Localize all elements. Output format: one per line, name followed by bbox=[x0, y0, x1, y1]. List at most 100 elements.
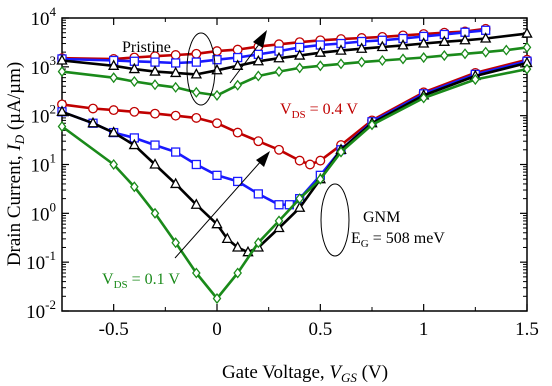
data-point-triangle bbox=[107, 59, 120, 70]
data-point-diamond bbox=[192, 267, 201, 279]
annotation-pristine: Pristine bbox=[122, 39, 171, 56]
y-tick-label: 104 bbox=[31, 4, 57, 30]
annotation-gnm: GNM bbox=[363, 209, 400, 226]
series-pristine-vds-0.2 bbox=[56, 27, 533, 79]
data-point-square bbox=[150, 140, 160, 150]
x-axis-title: Gate Voltage, VGS (V) bbox=[222, 362, 388, 385]
gnm-ellipse bbox=[320, 183, 350, 257]
data-point-diamond bbox=[130, 181, 139, 193]
data-point-circle bbox=[232, 127, 243, 138]
data-point-triangle bbox=[128, 138, 141, 150]
data-point-diamond bbox=[274, 215, 284, 227]
data-point-triangle bbox=[273, 221, 285, 233]
data-point-triangle bbox=[521, 27, 533, 38]
y-tick-label: 101 bbox=[31, 151, 57, 177]
series-gnm-vds-0.1 bbox=[57, 63, 532, 305]
data-point-square bbox=[233, 176, 243, 187]
annotation-vds-high: VDS = 0.4 V bbox=[280, 101, 358, 121]
pristine-arrow bbox=[229, 42, 261, 84]
data-point-diamond bbox=[419, 92, 428, 104]
data-point-diamond bbox=[502, 44, 511, 56]
data-point-diamond bbox=[522, 63, 532, 75]
data-point-triangle bbox=[417, 37, 430, 48]
data-point-circle bbox=[108, 105, 119, 116]
data-point-triangle bbox=[252, 54, 265, 66]
data-point-diamond bbox=[336, 146, 346, 158]
data-point-circle bbox=[232, 44, 243, 55]
data-point-circle bbox=[170, 50, 181, 60]
data-point-diamond bbox=[254, 70, 263, 82]
eg-sub: G bbox=[361, 238, 369, 250]
data-point-diamond bbox=[274, 66, 284, 78]
data-point-triangle bbox=[438, 35, 451, 46]
data-point-diamond bbox=[481, 46, 490, 58]
vds-arrow-head bbox=[256, 151, 270, 167]
data-point-triangle bbox=[231, 241, 244, 252]
data-point-diamond bbox=[316, 60, 325, 72]
data-point-triangle bbox=[376, 40, 389, 52]
series-line bbox=[61, 46, 528, 97]
data-point-circle bbox=[212, 118, 222, 129]
data-point-diamond bbox=[378, 54, 387, 67]
data-point-triangle bbox=[56, 54, 68, 65]
vds-low-sub: DS bbox=[114, 279, 128, 291]
data-point-square bbox=[171, 147, 181, 157]
data-point-diamond bbox=[171, 237, 180, 249]
data-point-circle bbox=[253, 136, 264, 147]
data-point-diamond bbox=[57, 120, 67, 133]
data-point-triangle bbox=[190, 68, 203, 79]
data-point-diamond bbox=[471, 73, 480, 86]
pristine-arrow-head bbox=[253, 30, 267, 48]
series-pristine-vds-0.1 bbox=[57, 41, 532, 101]
data-point-diamond bbox=[150, 79, 160, 91]
data-point-triangle bbox=[459, 33, 471, 45]
data-point-triangle bbox=[293, 201, 306, 212]
data-point-circle bbox=[305, 159, 315, 170]
data-point-triangle bbox=[190, 198, 203, 209]
data-point-triangle bbox=[149, 158, 161, 169]
x-tick-label: -0.5 bbox=[99, 319, 129, 340]
data-point-circle bbox=[294, 155, 305, 166]
data-point-circle bbox=[315, 155, 326, 166]
data-point-triangle bbox=[87, 116, 99, 128]
axis-ticks: -0.5 0 0.5 1 1.5 10-2 10-1 100 101 102 103 104 bbox=[26, 4, 539, 340]
data-point-circle bbox=[191, 112, 202, 123]
data-point-diamond bbox=[233, 267, 242, 279]
x-title-prefix: Gate Voltage, bbox=[222, 362, 329, 383]
y-title-suffix: (µA/µm) bbox=[4, 62, 25, 135]
x-tick-label: 1 bbox=[419, 319, 429, 340]
pristine-ellipse bbox=[186, 32, 216, 106]
data-point-circle bbox=[274, 144, 284, 155]
data-point-circle bbox=[191, 48, 202, 59]
data-point-triangle bbox=[335, 44, 347, 55]
data-point-diamond bbox=[150, 207, 160, 219]
data-point-circle bbox=[129, 106, 140, 117]
data-point-triangle bbox=[211, 217, 223, 229]
vds-low-v: V bbox=[102, 271, 114, 288]
data-point-triangle bbox=[231, 59, 244, 70]
data-point-square bbox=[212, 55, 222, 65]
data-point-square bbox=[253, 189, 263, 199]
data-point-diamond bbox=[192, 86, 201, 98]
y-title-prefix: Drain Current, bbox=[4, 151, 25, 267]
data-point-triangle bbox=[273, 51, 285, 63]
data-point-diamond bbox=[109, 72, 118, 84]
x-tick-label: 0 bbox=[212, 319, 222, 340]
data-point-square bbox=[191, 57, 201, 67]
data-point-diamond bbox=[522, 41, 532, 53]
data-point-diamond bbox=[212, 89, 222, 101]
data-point-diamond bbox=[419, 51, 428, 64]
data-point-diamond bbox=[295, 193, 304, 205]
data-point-diamond bbox=[57, 66, 67, 78]
data-point-diamond bbox=[357, 56, 366, 68]
data-point-diamond bbox=[233, 79, 242, 91]
data-point-triangle bbox=[169, 177, 182, 189]
y-title-var: I bbox=[4, 143, 25, 152]
data-point-diamond bbox=[316, 173, 325, 185]
data-point-triangle bbox=[56, 105, 68, 116]
y-title-sub: D bbox=[12, 134, 27, 145]
data-point-triangle bbox=[355, 42, 368, 53]
data-point-triangle bbox=[479, 32, 492, 43]
data-point-triangle bbox=[221, 232, 234, 244]
